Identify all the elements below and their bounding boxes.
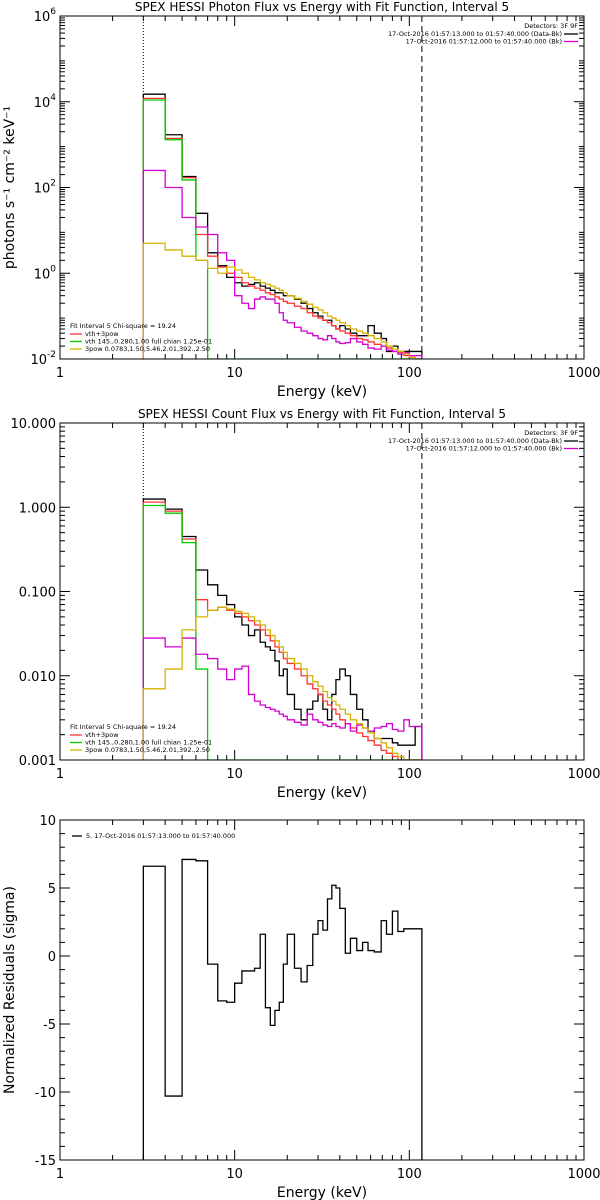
legend-fit-entry: 3pow 0.0783,1.50,5.46,2.01,392.,2.50 [85, 345, 210, 353]
x-tick-label: 1000 [567, 767, 600, 782]
legend-detectors: Detectors: 3F 9F [524, 22, 578, 30]
legend-detectors: Detectors: 3F 9F [524, 429, 578, 437]
plot-frame [59, 422, 585, 761]
series-3pow [142, 606, 422, 760]
series-group [142, 93, 423, 359]
y-axis-label: Normalized Residuals (sigma) [2, 886, 18, 1094]
x-tick-label: 100 [397, 767, 422, 782]
series-bk [142, 169, 423, 359]
x-tick-label: 10 [226, 366, 243, 381]
plot-frame [59, 15, 585, 360]
y-tick-label: 100 [34, 264, 57, 282]
y-tick-exponent: -2 [47, 350, 56, 360]
x-tick-label: 1 [56, 366, 64, 381]
x-tick-label: 1 [56, 1167, 64, 1182]
legend-topright-entry: 17-Oct-2016 01:57:12.000 to 01:57:40.000… [406, 38, 562, 46]
chart-title: SPEX HESSI Photon Flux vs Energy with Fi… [135, 0, 509, 14]
y-tick-label: -5 [43, 1018, 56, 1033]
y-tick-base: 10 [34, 267, 51, 282]
x-tick-label: 100 [397, 366, 422, 381]
y-tick-base: 10 [34, 96, 51, 111]
y-tick-label: 104 [34, 93, 57, 111]
y-tick-base: 10 [34, 182, 51, 197]
y-tick-label: 10.000 [11, 417, 57, 432]
y-tick-label: 0.100 [19, 586, 56, 601]
y-tick-label: 5 [48, 882, 56, 897]
y-tick-label: 10 [39, 814, 56, 829]
series-residuals [142, 858, 423, 1160]
x-tick-label: 1000 [567, 1167, 600, 1182]
plot-frame [59, 819, 585, 1161]
legend-topright-entry: 17-Oct-2016 01:57:12.000 to 01:57:40.000… [406, 445, 562, 453]
x-axis-label: Energy (keV) [277, 785, 367, 801]
legend-topright-entry: 17-Oct-2016 01:57:13.000 to 01:57:40.000… [388, 30, 562, 38]
series-vth [142, 504, 422, 760]
y-tick-label: 1.000 [19, 501, 56, 516]
series-vth-3pow [142, 501, 422, 760]
y-tick-base: 10 [30, 353, 47, 368]
x-tick-label: 100 [397, 1167, 422, 1182]
series-bk [142, 637, 423, 760]
legend-fit-entry: vth+3pow [85, 731, 119, 739]
y-tick-label: 0.001 [19, 754, 56, 769]
legend-fit-entry: 3pow 0.0783,1.50,5.46,2.01,392.,2.50 [85, 746, 210, 754]
y-tick-label: 10-2 [30, 350, 56, 368]
y-tick-label: 106 [34, 7, 57, 25]
panel-3: 1 10 100 1000 -15 -10 -5 0 5 10 Energy (keV) Normal… [2, 814, 600, 1200]
y-tick-label: 102 [34, 179, 56, 197]
legend-topright-entry: 17-Oct-2016 01:57:13.000 to 01:57:40.000… [388, 437, 562, 445]
chart-title: SPEX HESSI Count Flux vs Energy with Fit… [138, 407, 506, 421]
panel-2: SPEX HESSI Count Flux vs Energy with Fit… [11, 407, 600, 801]
legend-fit-title: Fit Interval 5 Chi-square = 19.24 [70, 723, 176, 731]
y-tick-label: -15 [35, 1154, 56, 1169]
x-tick-label: 1000 [567, 366, 600, 381]
legend-fit-title: Fit Interval 5 Chi-square = 19.24 [70, 322, 176, 330]
series-vth-3pow [142, 97, 422, 359]
series-group [142, 858, 423, 1160]
y-tick-exponent: 6 [50, 7, 56, 17]
y-tick-exponent: 4 [50, 93, 56, 103]
panel-1: SPEX HESSI Photon Flux vs Energy with Fi… [2, 0, 600, 400]
x-axis-label: Energy (keV) [277, 384, 367, 400]
x-tick-label: 1 [56, 767, 64, 782]
y-tick-exponent: 0 [50, 264, 56, 274]
legend-fit-entry: vth 145.,0.280,1.00 full chian 1.25e-01 [85, 739, 212, 747]
x-axis-label: Energy (keV) [277, 1185, 367, 1200]
y-axis-label: photons s⁻¹ cm⁻² keV⁻¹ [2, 106, 18, 269]
y-tick-label: 0.010 [19, 670, 56, 685]
y-tick-label: -10 [35, 1086, 56, 1101]
y-tick-base: 10 [34, 10, 51, 25]
legend-fit-entry: vth+3pow [85, 330, 119, 338]
legend-interval-entry: 5. 17-Oct-2016 01:57:13.000 to 01:57:40.… [86, 832, 235, 840]
y-tick-exponent: 2 [50, 179, 56, 189]
legend-fit-entry: vth 145.,0.280,1.00 full chian 1.25e-01 [85, 338, 212, 346]
series-3pow [142, 242, 422, 359]
y-tick-label: 0 [48, 950, 56, 965]
x-tick-label: 10 [226, 767, 243, 782]
x-tick-label: 10 [226, 1167, 243, 1182]
series-group [142, 498, 423, 760]
